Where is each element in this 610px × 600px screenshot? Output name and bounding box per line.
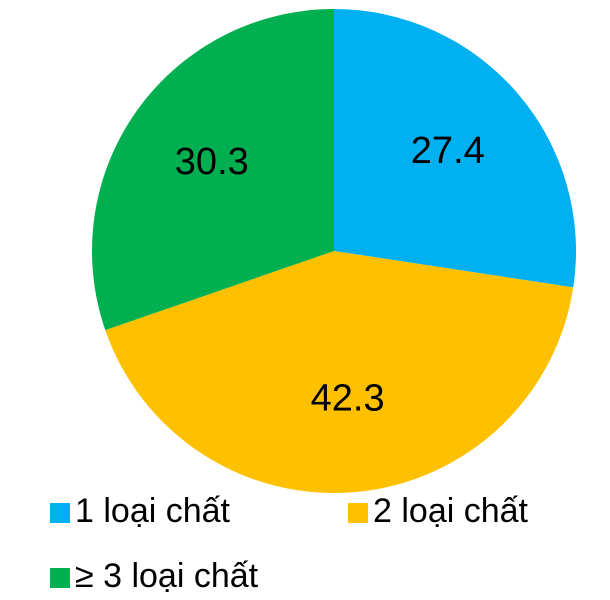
data-label: 42.3 [311,377,385,419]
data-label: 27.4 [411,130,485,172]
data-label: 30.3 [175,141,249,183]
legend-label: ≥ 3 loại chất [75,557,259,595]
pie-slice [91,9,334,331]
pie-slice [105,251,574,493]
legend-swatch [348,503,368,523]
legend-swatch [50,503,70,523]
legend-swatch [50,568,70,588]
pie-slice [334,9,576,288]
legend-label: 2 loại chất [373,492,529,530]
legend-label: 1 loại chất [75,492,231,530]
